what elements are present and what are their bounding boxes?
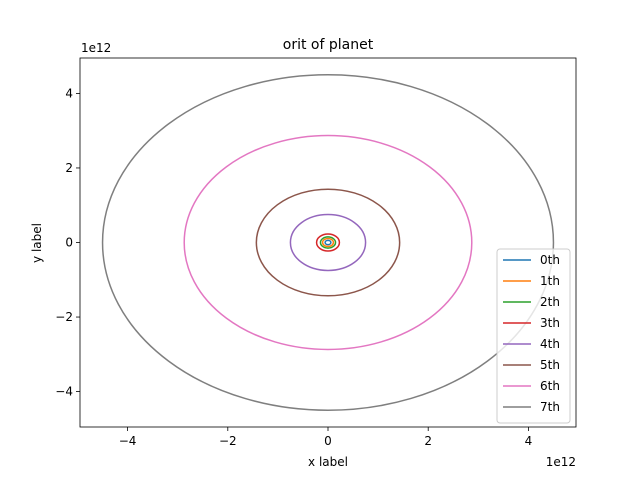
y-tick-label: −4 xyxy=(55,385,73,399)
orbit-line-3th xyxy=(315,233,341,252)
chart-title: orit of planet xyxy=(283,37,374,53)
legend-label-6th: 6th xyxy=(540,379,560,393)
legend-label-0th: 0th xyxy=(540,253,560,267)
orbit-line-6th xyxy=(183,134,473,351)
legend-label-1th: 1th xyxy=(540,274,560,288)
orbit-line-4th xyxy=(289,213,367,272)
x-tick-label: 4 xyxy=(525,434,533,448)
legend-label-3th: 3th xyxy=(540,316,560,330)
y-tick-label: 2 xyxy=(65,161,73,175)
y-axis-label: y label xyxy=(30,223,44,263)
x-tick-label: −2 xyxy=(219,434,237,448)
legend-label-7th: 7th xyxy=(540,400,560,414)
orbit-line-5th xyxy=(255,188,401,297)
x-offset-label: 1e12 xyxy=(546,455,576,469)
orbit-line-2th xyxy=(319,236,337,249)
orbit-line-1th xyxy=(321,237,335,248)
x-tick-label: 0 xyxy=(324,434,332,448)
y-tick-label: 4 xyxy=(65,86,73,100)
legend-label-2th: 2th xyxy=(540,295,560,309)
legend-label-4th: 4th xyxy=(540,337,560,351)
legend-label-5th: 5th xyxy=(540,358,560,372)
legend-box xyxy=(496,248,571,424)
y-tick-label: −2 xyxy=(55,310,73,324)
x-tick-label: 2 xyxy=(424,434,432,448)
legend: 0th 1th 2th 3th 4th 5th 6th 7th xyxy=(496,248,571,424)
x-tick-label: −4 xyxy=(119,434,137,448)
orbit-line-0th xyxy=(324,239,332,246)
plot-area: −4 −2 0 2 4 −4 −2 0 2 4 xyxy=(55,57,577,448)
y-tick-label: 0 xyxy=(65,236,73,250)
y-offset-label: 1e12 xyxy=(81,41,111,55)
x-axis-label: x label xyxy=(308,455,348,469)
orbit-line-7th xyxy=(101,74,555,411)
